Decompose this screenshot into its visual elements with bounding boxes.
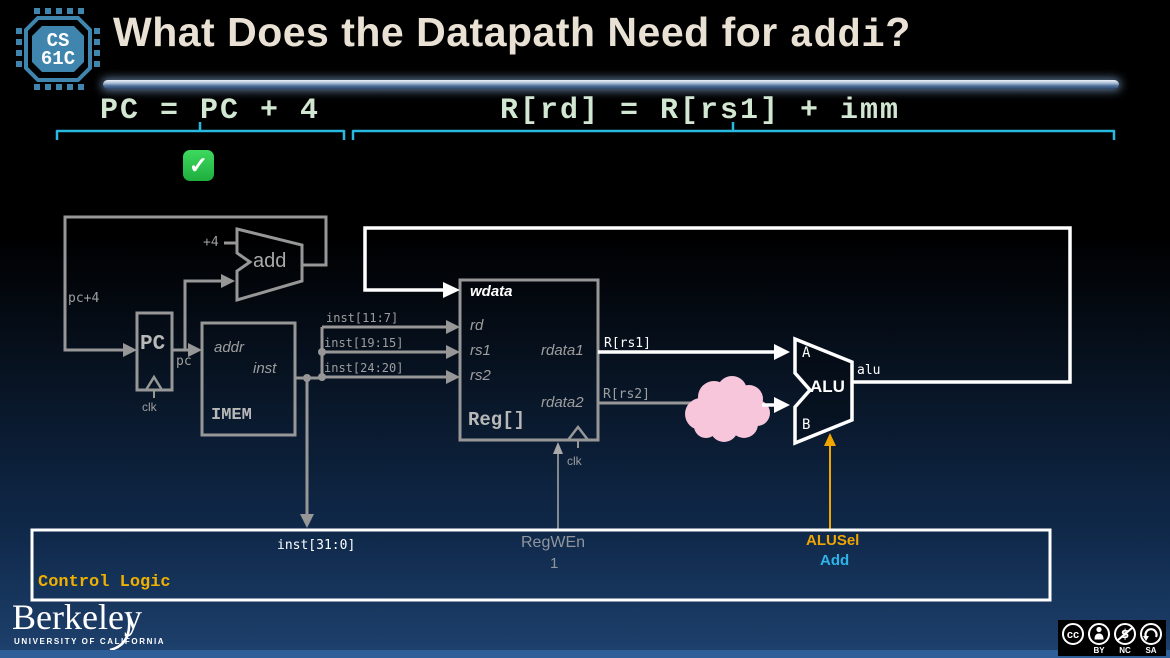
page-title-text: What Does the Datapath Need for bbox=[113, 9, 790, 55]
label-alusel: ALUSel bbox=[806, 532, 860, 549]
arrow-regwen bbox=[553, 442, 563, 454]
check-icon: ✓ bbox=[183, 150, 214, 181]
label-control-logic: Control Logic bbox=[38, 573, 171, 592]
label-alu-a: A bbox=[802, 345, 811, 361]
bottom-accent-strip bbox=[0, 650, 1170, 658]
formula-reg-update: R[rd] = R[rs1] + imm bbox=[499, 94, 901, 128]
label-alu-b: B bbox=[802, 417, 811, 433]
junction-dot bbox=[318, 348, 326, 356]
label-pc-plus4: pc+4 bbox=[68, 291, 100, 306]
label-reg-rdata1: rdata1 bbox=[541, 342, 584, 359]
wire-inst-buses bbox=[295, 325, 448, 522]
label-r-rs1: R[rs1] bbox=[604, 336, 651, 351]
cc-license-badge: cc $ BY NC SA bbox=[1058, 620, 1166, 656]
arrow-into-add bbox=[221, 274, 235, 288]
check-glyph: ✓ bbox=[188, 152, 209, 178]
arrow-into-pc bbox=[123, 343, 137, 357]
cc-glyph: cc bbox=[1067, 629, 1079, 641]
label-reg-rs1: rs1 bbox=[470, 342, 491, 359]
arrow-into-rs1 bbox=[446, 345, 460, 359]
control-logic-box bbox=[30, 528, 1052, 602]
label-inst-19-15: inst[19:15] bbox=[324, 336, 404, 350]
page-title-suffix: ? bbox=[885, 9, 911, 55]
sa-icon bbox=[1140, 623, 1162, 645]
label-imem-name: IMEM bbox=[211, 406, 252, 425]
alu-shape bbox=[793, 336, 854, 446]
logo-text-line1: CS bbox=[47, 30, 70, 52]
label-inst-11-7: inst[11:7] bbox=[326, 311, 399, 325]
add-unit-shape bbox=[235, 227, 304, 303]
pc-clk-notch bbox=[144, 374, 164, 391]
cs61c-chip-logo: CS 61C bbox=[16, 8, 100, 90]
logo-text-line2: 61C bbox=[41, 48, 75, 70]
label-pc-block: PC bbox=[140, 333, 166, 356]
reg-clk-notch bbox=[567, 424, 589, 441]
berkeley-swoosh bbox=[109, 611, 131, 652]
license-nc-label: NC bbox=[1119, 646, 1131, 655]
label-add-unit: add bbox=[253, 250, 287, 272]
arrow-into-control bbox=[300, 514, 314, 528]
label-regwen: RegWEn bbox=[521, 534, 586, 551]
by-icon bbox=[1088, 623, 1110, 645]
cc-icon bbox=[1062, 623, 1084, 645]
formula-pc-update: PC = PC + 4 bbox=[100, 94, 321, 128]
label-inst-31-0: inst[31:0] bbox=[277, 538, 356, 553]
arrow-into-alu-b bbox=[774, 397, 790, 413]
berkeley-subtitle: UNIVERSITY OF CALIFORNIA bbox=[14, 637, 166, 646]
label-alu-name: ALU bbox=[810, 377, 845, 396]
label-reg-rd: rd bbox=[470, 317, 484, 334]
license-sa-label: SA bbox=[1145, 646, 1156, 655]
label-alu-out: alu bbox=[857, 363, 881, 378]
label-pc-clk: clk bbox=[142, 400, 157, 414]
title-underline-bar bbox=[103, 80, 1119, 89]
label-reg-wdata: wdata bbox=[470, 283, 513, 300]
arrow-into-wdata bbox=[443, 282, 460, 298]
brace-reg bbox=[351, 122, 1116, 140]
label-imem-addr: addr bbox=[214, 339, 245, 356]
label-reg-rdata2: rdata2 bbox=[541, 394, 584, 411]
arrow-into-rd bbox=[446, 320, 460, 334]
label-inst-24-20: inst[24:20] bbox=[324, 361, 404, 375]
page-title: What Does the Datapath Need for addi? bbox=[113, 12, 911, 56]
label-r-rs2: R[rs2] bbox=[603, 387, 650, 402]
arrow-into-rs2 bbox=[446, 370, 460, 384]
page-title-code: addi bbox=[789, 14, 886, 58]
value-regwen: 1 bbox=[550, 555, 559, 572]
arrow-alusel bbox=[824, 433, 836, 446]
junction-dot bbox=[303, 374, 311, 382]
label-pc-out: pc bbox=[176, 354, 192, 369]
wire-pc-to-add bbox=[183, 279, 223, 350]
nc-icon: $ bbox=[1114, 623, 1136, 645]
label-reg-clk: clk bbox=[567, 454, 582, 468]
label-imem-inst: inst bbox=[253, 360, 277, 377]
value-alusel: Add bbox=[820, 552, 850, 569]
arrow-into-alu-a bbox=[774, 344, 790, 360]
license-by-label: BY bbox=[1093, 646, 1105, 655]
label-reg-rs2: rs2 bbox=[470, 367, 491, 384]
berkeley-wordmark: Berkeley bbox=[12, 597, 142, 637]
wire-pc-plus4-loop bbox=[63, 215, 328, 352]
brace-pc bbox=[55, 122, 346, 140]
label-plus4: +4 bbox=[203, 235, 219, 250]
wire-alu-to-wdata bbox=[363, 226, 1072, 384]
arrow-into-imem bbox=[188, 343, 202, 357]
label-reg-name: Reg[] bbox=[468, 409, 526, 431]
scope-braces bbox=[55, 122, 1116, 140]
regfile-box bbox=[458, 278, 600, 442]
junction-dot bbox=[318, 373, 326, 381]
mystery-cloud bbox=[685, 376, 770, 442]
